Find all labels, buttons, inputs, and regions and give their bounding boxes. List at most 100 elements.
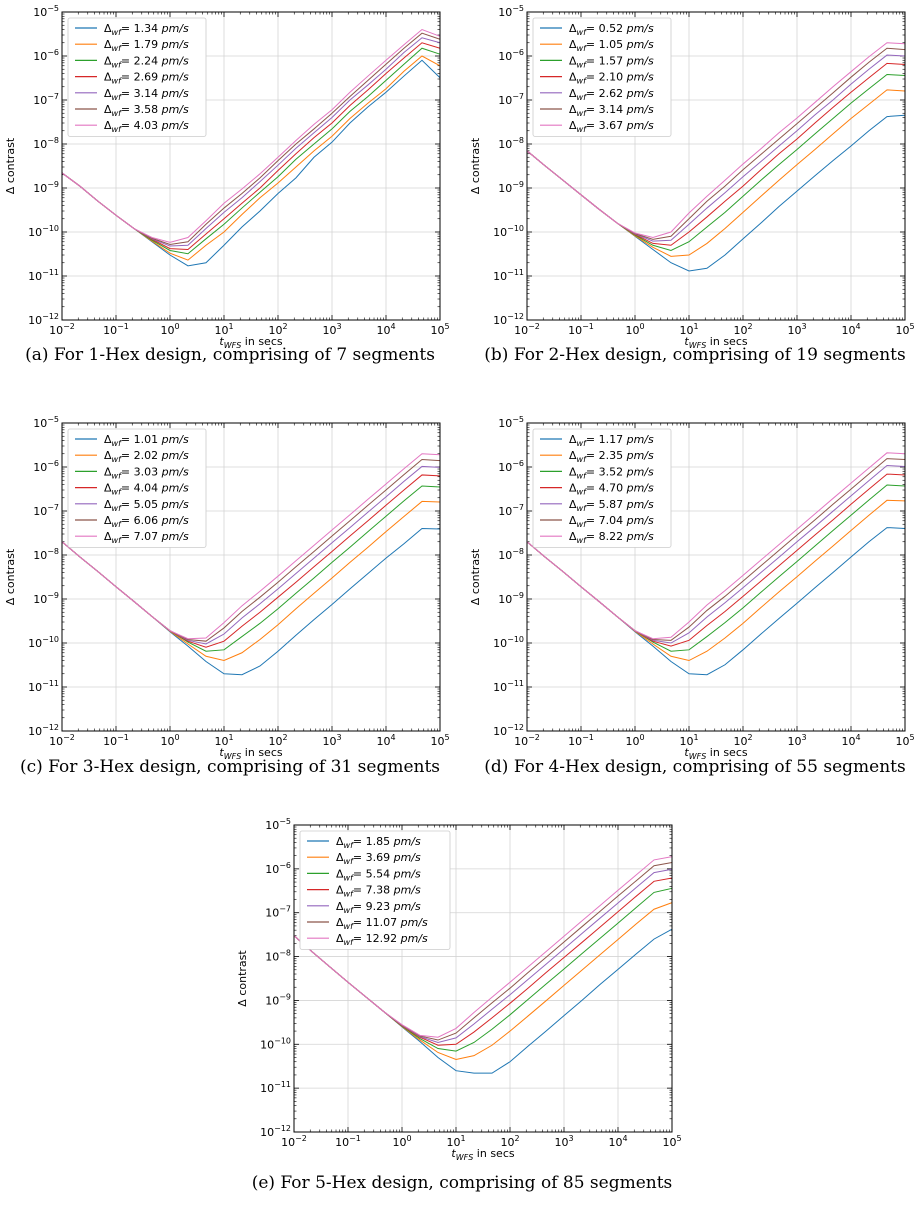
y-tick-label: 10−8 <box>265 949 291 964</box>
y-tick-label: 10−9 <box>33 591 59 606</box>
y-axis-label: Δ contrast <box>236 950 249 1007</box>
plot-frame <box>61 422 441 732</box>
x-tick-label: 10−1 <box>568 733 594 748</box>
y-tick-label: 10−7 <box>33 92 59 107</box>
y-tick-label: 10−11 <box>28 679 59 694</box>
legend-entry: Δwf= 5.05 pm/s <box>104 498 189 513</box>
x-tick-label: 104 <box>376 322 395 337</box>
y-tick-label: 10−12 <box>28 312 59 327</box>
x-tick-label: 100 <box>625 733 644 748</box>
y-tick-label: 10−6 <box>498 48 524 63</box>
legend-box <box>67 428 207 548</box>
x-tick-label: 104 <box>841 322 860 337</box>
y-tick-label: 10−5 <box>33 415 59 430</box>
x-tick-label: 105 <box>662 1134 681 1149</box>
legend-entry: Δwf= 4.04 pm/s <box>104 482 189 497</box>
y-tick-label: 10−7 <box>265 905 291 920</box>
x-tick-label: 104 <box>376 733 395 748</box>
panel-caption: (b) For 2-Hex design, comprising of 19 s… <box>484 345 905 365</box>
panel-caption: (e) For 5-Hex design, comprising of 85 s… <box>252 1173 673 1193</box>
y-tick-label: 10−5 <box>498 415 524 430</box>
x-axis-label: tWFS in secs <box>451 1147 514 1162</box>
legend-entry: Δwf= 7.38 pm/s <box>336 884 421 899</box>
legend-entry: Δwf= 7.04 pm/s <box>569 514 654 529</box>
panel-caption: (c) For 3-Hex design, comprising of 31 s… <box>20 757 440 777</box>
x-tick-label: 10−1 <box>103 322 129 337</box>
legend-entry: Δwf= 2.62 pm/s <box>569 87 654 102</box>
y-tick-label: 10−5 <box>33 4 59 19</box>
x-tick-label: 102 <box>268 733 287 748</box>
legend-entry: Δwf= 0.52 pm/s <box>569 22 654 37</box>
x-axis-label: tWFS in secs <box>219 335 282 350</box>
legend-entry: Δwf= 3.69 pm/s <box>336 851 421 866</box>
y-tick-label: 10−5 <box>265 817 291 832</box>
series-line-7 <box>526 452 906 640</box>
x-tick-label: 103 <box>322 733 341 748</box>
legend-entry: Δwf= 3.14 pm/s <box>104 87 189 102</box>
series-line-7 <box>61 453 441 640</box>
y-tick-label: 10−5 <box>498 4 524 19</box>
y-tick-label: 10−6 <box>33 48 59 63</box>
y-tick-label: 10−7 <box>498 92 524 107</box>
chart-panel-d: 10−2 10−1 100 101 102 103 104 105 10−12 10−11 10−1… <box>469 415 915 777</box>
y-tick-label: 10−11 <box>28 268 59 283</box>
y-tick-label: 10−6 <box>498 459 524 474</box>
legend-entry: Δwf= 2.10 pm/s <box>569 71 654 86</box>
x-tick-label: 100 <box>160 733 179 748</box>
legend-entry: Δwf= 1.01 pm/s <box>104 433 189 448</box>
y-tick-label: 10−8 <box>498 547 524 562</box>
legend-entry: Δwf= 1.17 pm/s <box>569 433 654 448</box>
x-tick-label: 105 <box>430 733 449 748</box>
y-tick-label: 10−12 <box>260 1124 291 1139</box>
y-tick-label: 10−12 <box>493 312 524 327</box>
chart-panel-b: 10−2 10−1 100 101 102 103 104 105 10−12 10−11 10−1… <box>469 4 915 365</box>
y-tick-label: 10−12 <box>28 723 59 738</box>
series-line-1 <box>61 528 441 676</box>
x-axis-label: tWFS in secs <box>219 746 282 761</box>
x-axis-label: tWFS in secs <box>684 746 747 761</box>
x-tick-label: 10−2 <box>281 1134 307 1149</box>
y-tick-label: 10−11 <box>493 268 524 283</box>
x-tick-label: 103 <box>554 1134 573 1149</box>
x-tick-label: 10−2 <box>49 322 75 337</box>
series-line-7 <box>293 856 673 1038</box>
x-tick-label: 103 <box>322 322 341 337</box>
y-tick-label: 10−11 <box>493 679 524 694</box>
legend-entry: Δwf= 3.67 pm/s <box>569 119 654 134</box>
y-tick-label: 10−8 <box>498 136 524 151</box>
y-tick-label: 10−6 <box>265 861 291 876</box>
x-tick-label: 101 <box>214 322 233 337</box>
plot-frame <box>526 11 906 321</box>
y-tick-label: 10−10 <box>493 224 524 239</box>
x-tick-label: 105 <box>430 322 449 337</box>
legend-entry: Δwf= 4.70 pm/s <box>569 482 654 497</box>
x-tick-label: 105 <box>895 322 914 337</box>
y-axis-label: Δ contrast <box>469 137 482 194</box>
x-tick-label: 103 <box>787 322 806 337</box>
legend-entry: Δwf= 1.34 pm/s <box>104 22 189 37</box>
x-tick-label: 102 <box>268 322 287 337</box>
x-tick-label: 100 <box>392 1134 411 1149</box>
x-tick-label: 102 <box>733 733 752 748</box>
legend-entry: Δwf= 5.54 pm/s <box>336 867 421 882</box>
x-tick-label: 100 <box>160 322 179 337</box>
x-tick-label: 10−1 <box>103 733 129 748</box>
legend-entry: Δwf= 3.14 pm/s <box>569 103 654 118</box>
x-tick-label: 10−2 <box>514 322 540 337</box>
plot-frame <box>293 824 673 1133</box>
x-tick-label: 100 <box>625 322 644 337</box>
legend-entry: Δwf= 3.03 pm/s <box>104 465 189 480</box>
y-tick-label: 10−10 <box>28 635 59 650</box>
legend-entry: Δwf= 3.58 pm/s <box>104 103 189 118</box>
x-tick-label: 104 <box>841 733 860 748</box>
y-axis-label: Δ contrast <box>4 548 17 605</box>
x-tick-label: 102 <box>500 1134 519 1149</box>
y-tick-label: 10−9 <box>498 591 524 606</box>
legend-entry: Δwf= 3.52 pm/s <box>569 465 654 480</box>
y-tick-label: 10−10 <box>28 224 59 239</box>
legend-entry: Δwf= 1.05 pm/s <box>569 38 654 53</box>
series-line-1 <box>293 928 673 1074</box>
